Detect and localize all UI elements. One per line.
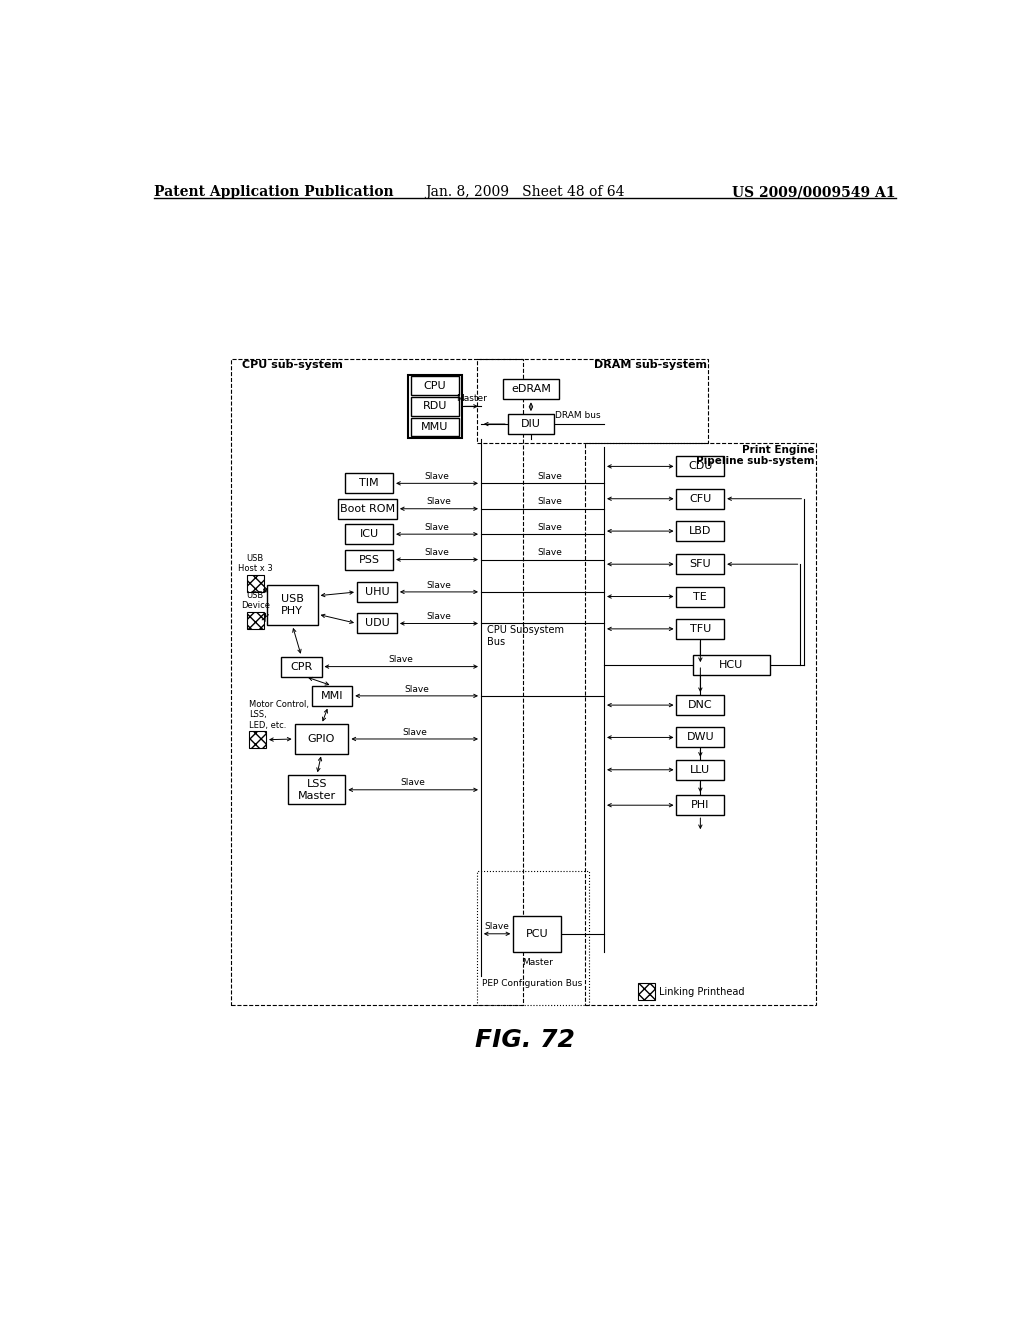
Bar: [247, 576, 264, 591]
Bar: [357, 614, 397, 634]
Text: Jan. 8, 2009   Sheet 48 of 64: Jan. 8, 2009 Sheet 48 of 64: [425, 185, 625, 199]
Text: TIM: TIM: [359, 478, 379, 488]
Text: Slave: Slave: [538, 548, 562, 557]
Bar: [267, 585, 317, 626]
Text: FIG. 72: FIG. 72: [475, 1028, 574, 1052]
Text: Slave: Slave: [389, 655, 414, 664]
Bar: [408, 375, 462, 438]
Text: Print Engine
Pipeline sub-system: Print Engine Pipeline sub-system: [696, 445, 814, 466]
Bar: [477, 359, 708, 444]
Text: MMU: MMU: [421, 422, 449, 432]
Text: GPIO: GPIO: [308, 734, 335, 744]
Text: MMI: MMI: [322, 690, 343, 701]
Bar: [477, 871, 589, 1006]
Text: Motor Control,
LSS,
LED, etc.: Motor Control, LSS, LED, etc.: [249, 700, 309, 730]
Bar: [289, 775, 345, 804]
Bar: [503, 379, 559, 400]
Text: CPR: CPR: [291, 661, 312, 672]
Text: TE: TE: [693, 591, 708, 602]
Text: Slave: Slave: [402, 727, 427, 737]
Text: PSS: PSS: [358, 554, 380, 565]
Bar: [677, 488, 724, 508]
Text: Boot ROM: Boot ROM: [340, 504, 395, 513]
Bar: [249, 731, 266, 748]
Bar: [411, 397, 459, 416]
Text: UHU: UHU: [365, 587, 389, 597]
Text: SFU: SFU: [689, 560, 712, 569]
Text: Slave: Slave: [404, 685, 429, 693]
Bar: [677, 696, 724, 715]
Text: eDRAM: eDRAM: [511, 384, 551, 395]
Bar: [677, 619, 724, 639]
Text: RDU: RDU: [423, 401, 446, 412]
Text: HCU: HCU: [719, 660, 743, 671]
Text: Slave: Slave: [400, 779, 426, 788]
Text: Slave: Slave: [538, 473, 562, 480]
Text: CDU: CDU: [688, 462, 713, 471]
Bar: [312, 686, 352, 706]
Bar: [345, 549, 393, 570]
Bar: [508, 414, 554, 434]
Text: USB
PHY: USB PHY: [281, 594, 304, 616]
Text: LSS
Master: LSS Master: [298, 779, 336, 801]
Text: ICU: ICU: [359, 529, 379, 539]
Bar: [677, 457, 724, 477]
Bar: [677, 586, 724, 607]
Text: Slave: Slave: [425, 473, 450, 480]
Text: Slave: Slave: [538, 523, 562, 532]
Text: Slave: Slave: [427, 581, 452, 590]
Text: CPU sub-system: CPU sub-system: [243, 360, 343, 370]
Text: Slave: Slave: [484, 923, 510, 932]
Bar: [345, 474, 393, 494]
Text: CFU: CFU: [689, 494, 712, 504]
Text: PHI: PHI: [691, 800, 710, 810]
Bar: [692, 655, 770, 675]
Text: Slave: Slave: [427, 498, 452, 507]
Bar: [247, 612, 264, 628]
Bar: [677, 521, 724, 541]
Text: DNC: DNC: [688, 700, 713, 710]
Text: DRAM bus: DRAM bus: [555, 412, 600, 420]
Bar: [357, 582, 397, 602]
Bar: [295, 725, 348, 754]
Text: Slave: Slave: [427, 612, 452, 622]
Bar: [411, 418, 459, 437]
Text: Slave: Slave: [538, 498, 562, 507]
Text: Slave: Slave: [425, 548, 450, 557]
Text: CPU: CPU: [423, 380, 446, 391]
Bar: [677, 760, 724, 780]
Text: Master: Master: [521, 958, 553, 966]
Bar: [411, 376, 459, 395]
Text: LLU: LLU: [690, 764, 711, 775]
Text: DWU: DWU: [686, 733, 714, 742]
Text: TFU: TFU: [690, 624, 711, 634]
Text: US 2009/0009549 A1: US 2009/0009549 A1: [732, 185, 896, 199]
Bar: [230, 359, 523, 1006]
Bar: [513, 916, 561, 952]
Text: Patent Application Publication: Patent Application Publication: [154, 185, 393, 199]
Bar: [677, 727, 724, 747]
Bar: [282, 656, 322, 677]
Text: Linking Printhead: Linking Printhead: [658, 986, 744, 997]
Bar: [677, 795, 724, 816]
Text: LBD: LBD: [689, 527, 712, 536]
Bar: [345, 524, 393, 544]
Text: UDU: UDU: [365, 619, 389, 628]
Bar: [638, 983, 655, 1001]
Text: USB
Host x 3: USB Host x 3: [238, 554, 272, 573]
Text: DIU: DIU: [521, 418, 541, 429]
Text: Master: Master: [456, 395, 486, 404]
Text: CPU Subsystem
Bus: CPU Subsystem Bus: [487, 624, 564, 647]
Bar: [677, 554, 724, 574]
Text: Slave: Slave: [425, 523, 450, 532]
Bar: [339, 499, 397, 519]
Bar: [585, 444, 816, 1006]
Text: DRAM sub-system: DRAM sub-system: [594, 360, 707, 370]
Text: PEP Configuration Bus: PEP Configuration Bus: [482, 978, 583, 987]
Text: USB
Device: USB Device: [241, 591, 269, 610]
Text: PCU: PCU: [525, 929, 549, 939]
